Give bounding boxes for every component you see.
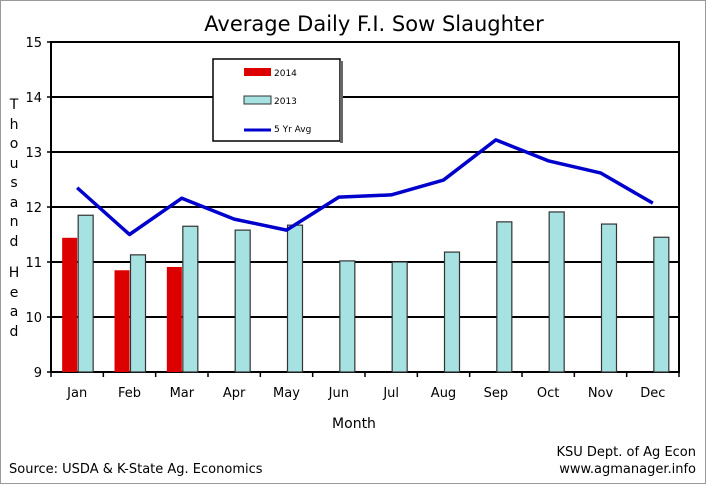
legend-shadow [340, 61, 343, 143]
y-tick-label: 15 [25, 36, 42, 51]
bar-2013 [340, 261, 355, 372]
legend-label: 5 Yr Avg [274, 125, 311, 135]
y-tick-label: 10 [25, 311, 42, 326]
y-tick-label: 13 [25, 146, 42, 161]
y-axis-label-top: Thousand [7, 96, 21, 252]
credit-line-1: KSU Dept. of Ag Econ [556, 445, 696, 460]
legend-swatch [244, 96, 271, 104]
bar-2013 [392, 262, 407, 372]
y-tick-label: 14 [25, 91, 42, 106]
chart-title: Average Daily F.I. Sow Slaughter [204, 12, 544, 36]
bar-2013 [654, 237, 669, 372]
legend-label: 2014 [274, 69, 297, 79]
y-axis-label-bottom: Head [7, 264, 21, 342]
x-tick-label: Sep [484, 386, 509, 401]
source-note: Source: USDA & K-State Ag. Economics [9, 462, 263, 477]
x-tick-label: Dec [640, 386, 665, 401]
bar-2013 [445, 252, 460, 372]
x-tick-label: Jun [328, 386, 349, 401]
bar-2013 [497, 222, 512, 372]
x-tick-label: Mar [170, 386, 195, 401]
bar-2013 [183, 226, 198, 372]
y-tick-label: 9 [34, 366, 42, 381]
x-tick-label: Jan [66, 386, 87, 401]
bar-2013 [235, 230, 250, 372]
x-tick-label: Oct [537, 386, 559, 401]
bar-2014 [62, 238, 77, 372]
x-tick-label: Apr [223, 386, 246, 401]
bar-2013 [131, 255, 146, 372]
x-tick-label: Feb [118, 386, 141, 401]
bar-2014 [167, 267, 182, 372]
bar-2013 [288, 225, 303, 372]
bar-2013 [78, 215, 93, 372]
legend-label: 2013 [274, 97, 297, 107]
x-tick-label: Jul [382, 386, 399, 401]
bar-2013 [602, 224, 617, 372]
legend-swatch [244, 68, 271, 76]
bar-2013 [549, 212, 564, 372]
y-tick-label: 12 [25, 201, 42, 216]
x-tick-label: Nov [588, 386, 614, 401]
bar-2014 [115, 270, 130, 372]
x-tick-label: May [273, 386, 300, 401]
x-tick-label: Aug [431, 386, 456, 401]
x-axis-label: Month [332, 416, 376, 432]
credit-line-2: www.agmanager.info [559, 462, 696, 477]
legend: 2014 2013 5 Yr Avg [213, 59, 343, 143]
y-tick-label: 11 [25, 256, 42, 271]
